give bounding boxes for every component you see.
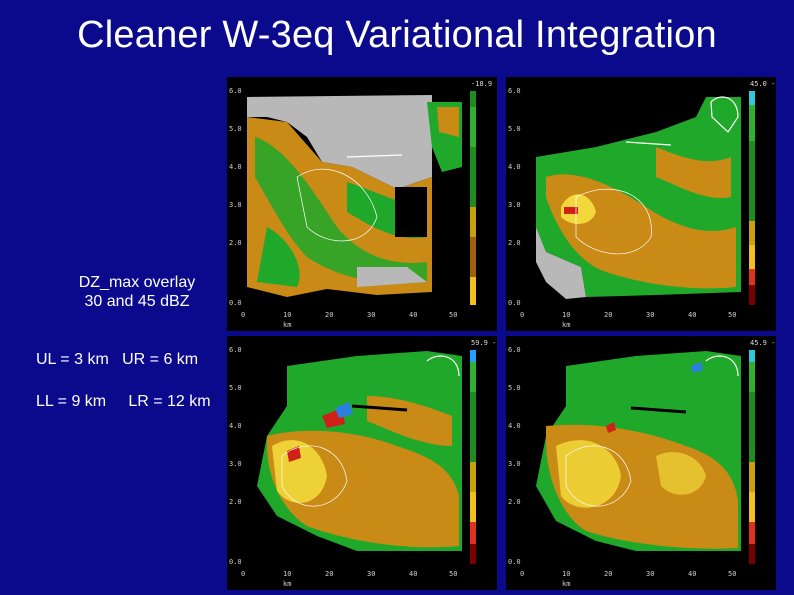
y-tick: 5.0 [508,125,521,133]
x-tick: 50 [728,570,736,578]
x-tick: 20 [325,570,333,578]
x-axis-label: km [283,580,291,588]
x-tick: 30 [646,570,654,578]
x-axis-ticks: 0 10 20 30 40 50 km [241,311,457,329]
y-tick: 3.0 [508,460,521,468]
y-tick: 6.0 [508,346,521,354]
x-axis-ticks: 0 10 20 30 40 50 km [520,311,736,329]
x-tick: 30 [646,311,654,319]
y-tick: 4.0 [229,163,242,171]
y-tick: 0.0 [229,558,242,566]
panel-upper-left-plot: -18.9 -- 6.0 5.0 4.0 3.0 2.0 0.0 0 10 20… [229,80,497,329]
y-tick: 4.0 [508,163,521,171]
panel-top-label: 45.9 -- [750,339,776,347]
x-tick: 30 [367,570,375,578]
colorbar [470,350,476,564]
x-tick: 20 [604,570,612,578]
y-tick: 2.0 [229,239,242,247]
y-axis-ticks: 6.0 5.0 4.0 3.0 2.0 0.0 [508,87,521,307]
y-tick: 6.0 [508,87,521,95]
y-tick: 4.0 [229,422,242,430]
y-tick: 6.0 [229,346,242,354]
y-tick: 5.0 [229,125,242,133]
panel-lower-right-plot: 45.9 -- 6.0 5.0 4.0 3.0 2.0 0.0 0 10 20 … [508,339,776,588]
x-axis-ticks: 0 10 20 30 40 50 km [241,570,457,588]
x-axis-label: km [562,321,570,329]
panel-top-label: 45.0 -- [750,80,776,88]
y-tick: 2.0 [508,239,521,247]
x-tick: 40 [409,311,417,319]
x-axis-label: km [562,580,570,588]
radar-field [536,96,741,299]
x-tick: 10 [283,311,291,319]
x-tick: 50 [449,570,457,578]
legend-line-1: UL = 3 km UR = 6 km [36,351,199,368]
x-tick: 0 [520,311,524,319]
x-tick: 40 [688,570,696,578]
overlay-note-line2: 30 and 45 dBZ [84,293,190,310]
x-tick: 0 [241,311,245,319]
y-axis-ticks: 6.0 5.0 4.0 3.0 2.0 0.0 [229,346,242,566]
x-tick: 50 [449,311,457,319]
x-axis-ticks: 0 10 20 30 40 50 km [520,570,736,588]
panel-upper-left: -18.9 -- 6.0 5.0 4.0 3.0 2.0 0.0 0 10 20… [227,77,497,331]
overlay-note-line1: DZ_max overlay [78,274,196,291]
y-tick: 0.0 [508,558,521,566]
overlay-note: DZ_max overlay 30 and 45 dBZ [62,273,212,311]
panel-upper-right: 45.0 -- 6.0 5.0 4.0 3.0 2.0 0.0 0 10 20 … [506,77,776,331]
radar-field [247,95,462,297]
panel-lower-right: 45.9 -- 6.0 5.0 4.0 3.0 2.0 0.0 0 10 20 … [506,336,776,590]
panel-top-label: 59.9 -- [471,339,497,347]
x-tick: 10 [562,570,570,578]
y-tick: 2.0 [508,498,521,506]
x-tick: 0 [241,570,245,578]
y-axis-ticks: 6.0 5.0 4.0 3.0 2.0 0.0 [229,87,242,307]
legend-line-2: LL = 9 km LR = 12 km [36,393,211,410]
x-tick: 40 [688,311,696,319]
colorbar [470,91,476,305]
x-tick: 20 [604,311,612,319]
panel-upper-right-plot: 45.0 -- 6.0 5.0 4.0 3.0 2.0 0.0 0 10 20 … [508,80,776,329]
y-tick: 3.0 [229,460,242,468]
y-tick: 2.0 [229,498,242,506]
x-tick: 10 [562,311,570,319]
panel-top-label: -18.9 -- [471,80,497,88]
colorbar [749,91,755,305]
x-tick: 10 [283,570,291,578]
slide-title: Cleaner W-3eq Variational Integration [77,14,717,56]
y-tick: 0.0 [508,299,521,307]
panel-lower-left: 59.9 -- 6.0 5.0 4.0 3.0 2.0 0.0 0 10 20 … [227,336,497,590]
x-tick: 40 [409,570,417,578]
x-tick: 50 [728,311,736,319]
y-tick: 4.0 [508,422,521,430]
radar-field [536,351,741,551]
y-tick: 3.0 [229,201,242,209]
y-axis-ticks: 6.0 5.0 4.0 3.0 2.0 0.0 [508,346,521,566]
y-tick: 6.0 [229,87,242,95]
y-tick: 5.0 [229,384,242,392]
y-tick: 5.0 [508,384,521,392]
x-axis-label: km [283,321,291,329]
x-tick: 30 [367,311,375,319]
x-tick: 0 [520,570,524,578]
panel-lower-left-plot: 59.9 -- 6.0 5.0 4.0 3.0 2.0 0.0 0 10 20 … [229,339,497,588]
radar-field [257,351,462,551]
y-tick: 3.0 [508,201,521,209]
colorbar [749,350,755,564]
y-tick: 0.0 [229,299,242,307]
x-tick: 20 [325,311,333,319]
